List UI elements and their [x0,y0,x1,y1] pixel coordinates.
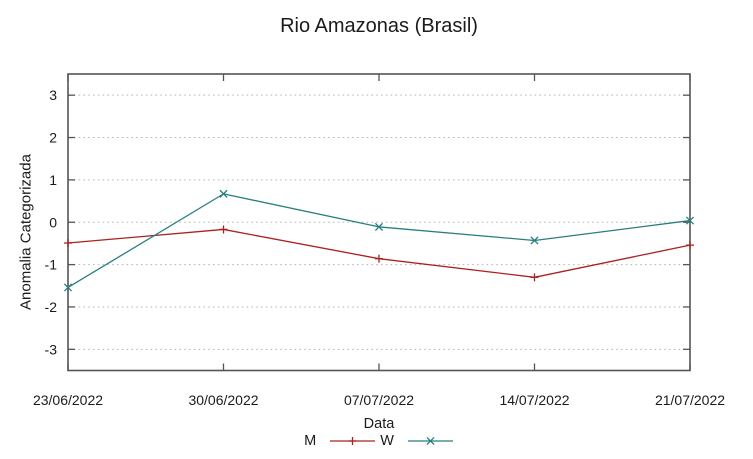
legend-sample-marker [426,436,435,446]
series-marker-w [685,216,695,225]
x-tick-label: 21/07/2022 [655,392,725,408]
legend-line-sample-w [407,436,453,446]
legend: M W [68,432,690,450]
series-line-w [67,193,691,289]
series-line-m [67,228,691,278]
legend-sample-marker [348,437,357,445]
legend-item-m: M [304,433,376,449]
x-tick-label: 23/06/2022 [33,392,103,408]
series-marker-m [686,241,694,250]
legend-label-m: M [304,433,317,449]
legend-item-w: W [380,433,454,449]
series-marker-m [375,254,383,263]
x-tick-label: 14/07/2022 [499,392,569,408]
y-tick-label: 3 [49,87,57,103]
chart-title: Rio Amazonas (Brasil) [280,15,478,37]
series-marker-w [63,283,73,292]
x-tick-label: 30/06/2022 [188,392,258,408]
y-tick-label: -1 [45,257,58,273]
series-marker-w [530,236,539,245]
series-marker-m [530,273,539,282]
series-marker-m [64,239,72,248]
series-marker-w [374,222,384,231]
y-tick-label: -2 [45,299,58,315]
x-axis-label: Data [363,416,395,432]
y-tick-label: -3 [45,341,58,357]
legend-line-sample-m [330,437,376,445]
legend-label-w: W [380,433,394,449]
y-tick-label: 0 [49,214,57,230]
y-tick-label: 1 [49,172,57,188]
y-tick-label: 2 [49,130,57,146]
x-tick-label: 07/07/2022 [344,392,414,408]
series-marker-m [219,225,228,234]
series-marker-w [219,189,228,198]
